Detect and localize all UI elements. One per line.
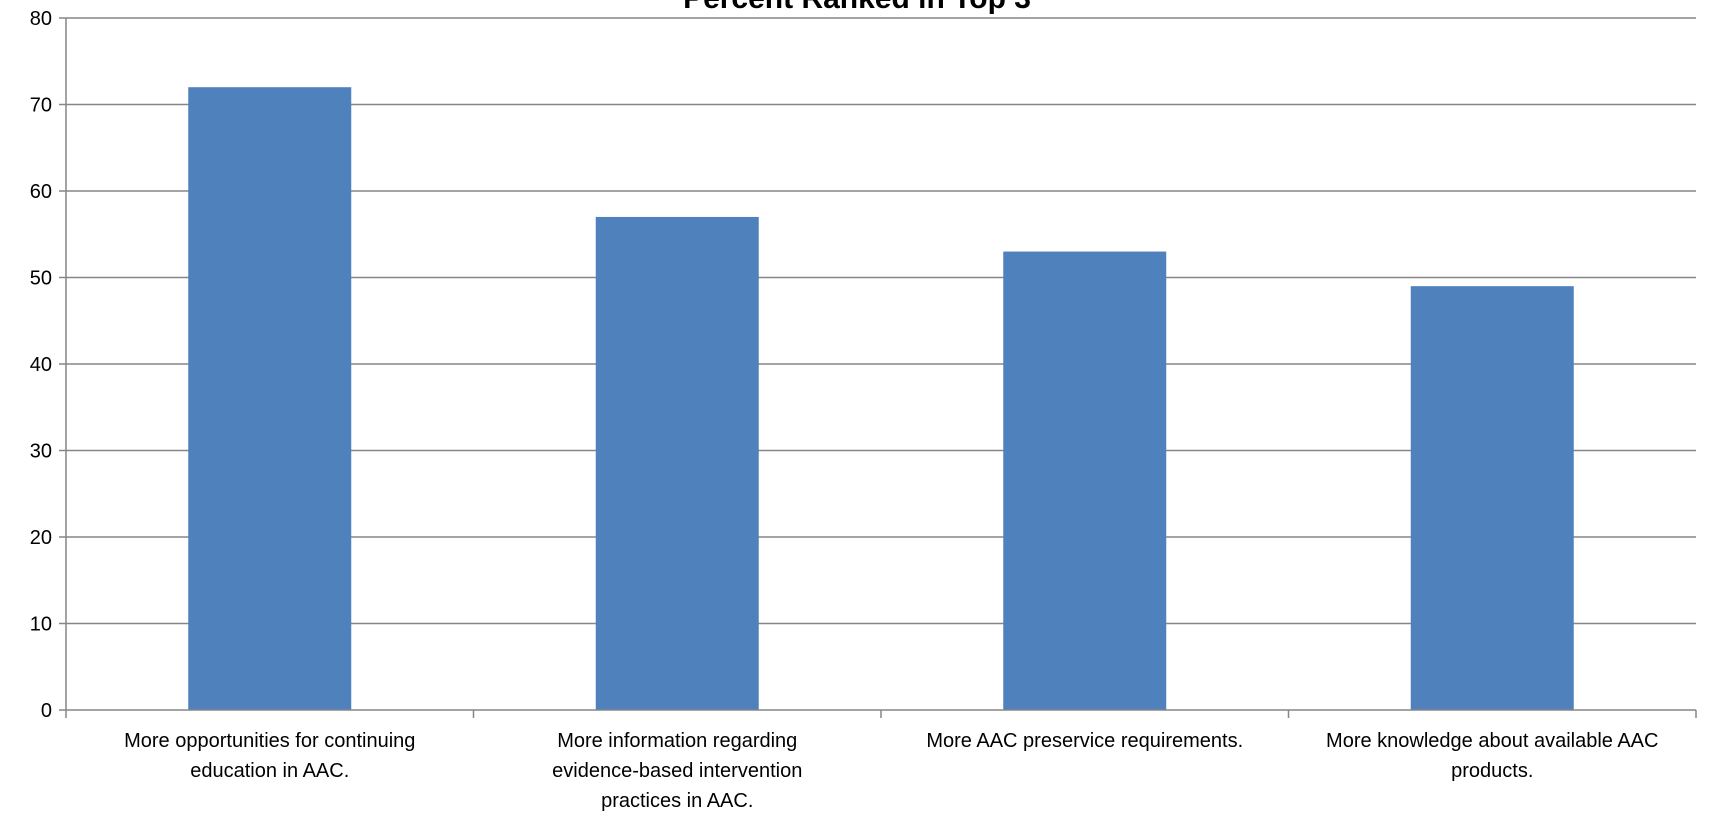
bar (188, 87, 352, 710)
y-tick-label: 60 (30, 181, 52, 203)
x-tick-label: More knowledge about available AAC produc… (1326, 730, 1658, 782)
y-tick-label: 20 (30, 527, 52, 549)
x-tick-label-line: evidence-based intervention (552, 760, 802, 782)
x-tick-label-line: More information regarding (557, 730, 797, 752)
bar (1003, 251, 1167, 711)
chart-title: Percent Ranked in Top 3 (683, 0, 1031, 15)
y-tick-label: 50 (30, 268, 52, 290)
y-tick-label: 10 (30, 614, 52, 636)
x-tick-label-line: products. (1451, 760, 1533, 782)
bar (595, 216, 759, 710)
y-tick-label: 0 (41, 700, 52, 722)
bar (1410, 286, 1574, 710)
axes (59, 17, 1697, 718)
x-tick-label: More AAC preservice requirements. (926, 730, 1243, 752)
bars (188, 87, 1574, 711)
x-tick-label: More opportunities for continuing educati… (124, 730, 415, 782)
y-tick-label: 70 (30, 95, 52, 117)
x-tick-label: More information regarding evidence-based… (552, 730, 802, 812)
x-tick-label-line: More AAC preservice requirements. (926, 730, 1243, 752)
tick-labels: 0 10 20 30 40 50 60 70 80 More opportunities for … (30, 8, 1659, 812)
x-tick-label-line: practices in AAC. (601, 790, 753, 812)
y-tick-label: 80 (30, 8, 52, 30)
y-tick-label: 40 (30, 354, 52, 376)
x-tick-label-line: More opportunities for continuing (124, 730, 415, 752)
x-tick-label-line: More knowledge about available AAC (1326, 730, 1658, 752)
y-tick-label: 30 (30, 441, 52, 463)
x-tick-label-line: education in AAC. (190, 760, 349, 782)
